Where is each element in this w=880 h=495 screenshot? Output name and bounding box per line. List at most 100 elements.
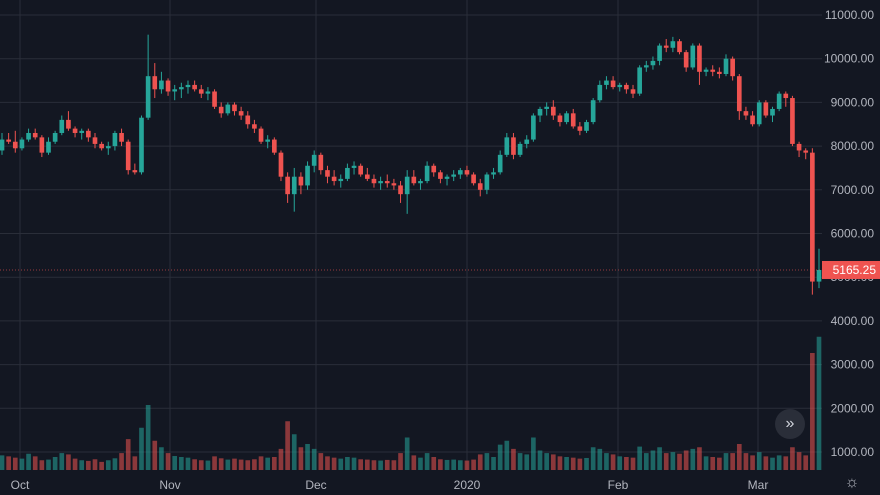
candle-body	[677, 41, 682, 53]
candle-body	[26, 132, 31, 140]
volume-bar	[550, 454, 556, 470]
candle-body	[544, 106, 549, 109]
volume-bar	[544, 453, 549, 470]
volume-bar	[265, 457, 271, 470]
candle-body	[325, 170, 330, 177]
volume-bar	[305, 444, 310, 470]
candle-body	[212, 91, 217, 107]
y-tick-label: 2000.00	[831, 401, 875, 415]
candle-body	[6, 139, 11, 142]
last-price-marker: 5165.25	[0, 260, 880, 279]
candle-body	[112, 132, 118, 147]
candle-body	[723, 58, 729, 74]
volume-bar	[743, 453, 749, 470]
candle-body	[717, 71, 722, 74]
volume-bar	[59, 453, 65, 470]
volume-bar	[205, 460, 211, 470]
candle-body	[198, 89, 204, 94]
candle-body	[816, 269, 822, 282]
candle-body	[763, 102, 769, 116]
candle-body	[311, 154, 317, 166]
chart-settings-button[interactable]: ☼	[843, 474, 861, 492]
candle-body	[577, 126, 583, 131]
volume-bar	[717, 457, 722, 470]
candle-body	[663, 45, 669, 48]
candle-body	[66, 119, 71, 129]
volume-bar	[365, 459, 370, 470]
volume-bar	[165, 453, 171, 470]
candle-body	[730, 58, 735, 77]
volume-bar	[351, 457, 357, 470]
candle-body	[511, 137, 516, 155]
candle-body	[756, 102, 762, 125]
candle-body	[92, 137, 98, 144]
time-axis[interactable]: Oct Nov Dec 2020 Feb Mar	[11, 478, 769, 492]
volume-bar	[703, 456, 709, 470]
volume-bar	[12, 457, 18, 470]
volume-bar	[710, 457, 716, 470]
candle-body	[252, 124, 257, 129]
candle-body	[796, 143, 802, 151]
volume-bar	[477, 454, 483, 470]
volume-bar	[285, 421, 290, 470]
volume-bar	[783, 456, 789, 470]
volume-bar	[650, 450, 656, 470]
candle-body	[491, 172, 496, 175]
candle-body	[205, 91, 211, 94]
volume-bar	[378, 460, 383, 470]
volume-bar	[677, 453, 682, 470]
volume-bar	[491, 457, 496, 470]
volume-bar	[643, 453, 649, 470]
volume-bar	[624, 457, 629, 470]
volume-bar	[424, 453, 430, 470]
candle-body	[351, 165, 357, 168]
volume-bar	[451, 459, 456, 470]
candle-body	[331, 176, 337, 182]
volume-bar	[139, 427, 144, 470]
candle-body	[683, 52, 689, 68]
volume-bar	[72, 458, 78, 470]
volume-bar	[637, 446, 642, 470]
candle-body	[238, 111, 244, 116]
candle-body	[457, 170, 463, 175]
y-tick-label: 6000.00	[831, 227, 875, 241]
candle-body	[179, 87, 184, 90]
candle-body	[557, 115, 563, 123]
volume-bar	[172, 456, 178, 470]
candle-body	[0, 139, 5, 151]
volume-bar	[398, 453, 403, 470]
candle-body	[365, 174, 370, 179]
volume-bar	[119, 453, 124, 470]
volume-bar	[19, 458, 25, 470]
volume-bar	[511, 448, 516, 470]
volume-bar	[132, 456, 138, 470]
volume-bar	[238, 459, 244, 470]
candle-body	[119, 132, 124, 142]
volume-bar	[750, 455, 755, 470]
candle-body	[225, 104, 231, 114]
y-tick-label: 11000.00	[825, 8, 874, 22]
y-tick-label: 10000.00	[824, 52, 874, 66]
candle-body	[550, 106, 556, 116]
volume-bar	[26, 453, 31, 470]
y-tick-label: 1000.00	[831, 445, 875, 459]
volume-bar	[438, 459, 443, 470]
volume-bar	[531, 437, 536, 470]
scroll-to-realtime-button[interactable]: »	[775, 409, 805, 439]
candle-body	[803, 150, 809, 153]
volume-bar	[298, 447, 304, 470]
volume-bar	[564, 457, 569, 470]
candle-body	[185, 84, 191, 88]
candle-body	[610, 80, 616, 88]
volume-bar	[52, 457, 58, 470]
candle-body	[424, 165, 430, 182]
volume-bar	[431, 457, 437, 470]
volume-bar	[497, 444, 503, 470]
volume-bar	[810, 353, 815, 470]
volume-bar	[590, 447, 596, 470]
volume-bar	[0, 455, 5, 470]
candle-body	[444, 176, 450, 179]
volume-bar	[218, 458, 224, 470]
candle-body	[278, 152, 284, 177]
